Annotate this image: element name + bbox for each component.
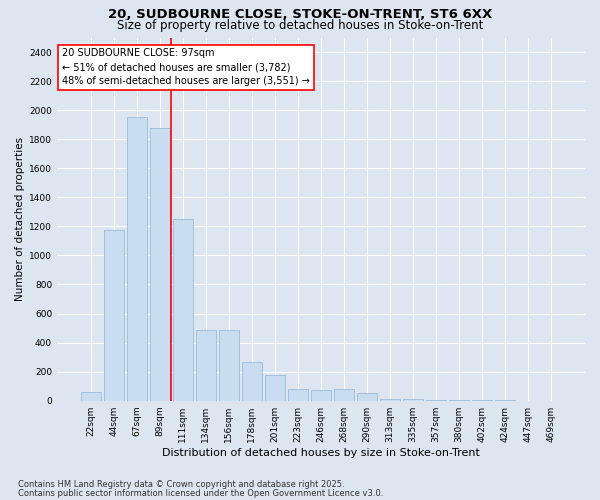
Bar [173, 219, 193, 400]
Bar [127, 118, 146, 401]
Bar [81, 392, 101, 400]
Text: Contains HM Land Registry data © Crown copyright and database right 2025.: Contains HM Land Registry data © Crown c… [18, 480, 344, 489]
Bar [150, 128, 170, 400]
Bar [380, 398, 400, 400]
Bar [219, 330, 239, 400]
Bar [357, 394, 377, 400]
Bar [288, 389, 308, 400]
Y-axis label: Number of detached properties: Number of detached properties [15, 137, 25, 301]
Bar [265, 376, 285, 400]
Text: Size of property relative to detached houses in Stoke-on-Trent: Size of property relative to detached ho… [117, 19, 483, 32]
Bar [196, 330, 215, 400]
Bar [334, 389, 354, 400]
Bar [242, 362, 262, 401]
X-axis label: Distribution of detached houses by size in Stoke-on-Trent: Distribution of detached houses by size … [162, 448, 480, 458]
Bar [104, 230, 124, 400]
Text: 20 SUDBOURNE CLOSE: 97sqm
← 51% of detached houses are smaller (3,782)
48% of se: 20 SUDBOURNE CLOSE: 97sqm ← 51% of detac… [62, 48, 310, 86]
Bar [311, 390, 331, 400]
Text: 20, SUDBOURNE CLOSE, STOKE-ON-TRENT, ST6 6XX: 20, SUDBOURNE CLOSE, STOKE-ON-TRENT, ST6… [108, 8, 492, 20]
Text: Contains public sector information licensed under the Open Government Licence v3: Contains public sector information licen… [18, 489, 383, 498]
